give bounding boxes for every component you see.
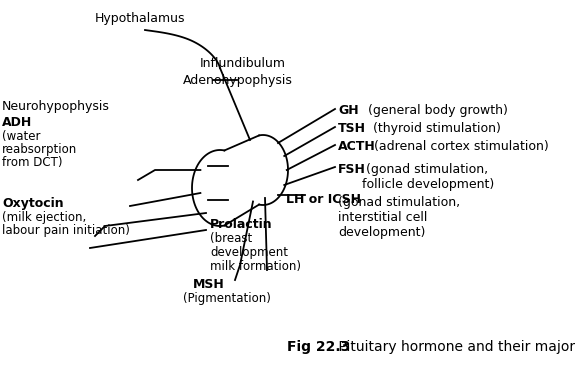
Text: milk formation): milk formation) (210, 260, 301, 273)
Text: (adrenal cortex stimulation): (adrenal cortex stimulation) (370, 140, 549, 153)
Text: (water: (water (2, 130, 40, 143)
Text: development: development (210, 246, 288, 259)
Text: (gonad stimulation,: (gonad stimulation, (362, 163, 488, 176)
Text: labour pain initiation): labour pain initiation) (2, 224, 130, 237)
Text: Oxytocin: Oxytocin (2, 197, 64, 210)
Text: FSH: FSH (338, 163, 366, 176)
Text: follicle development): follicle development) (362, 178, 494, 191)
Text: ADH: ADH (2, 116, 32, 129)
Text: reabsorption: reabsorption (2, 143, 77, 156)
Text: (breast: (breast (210, 232, 252, 245)
Text: development): development) (338, 226, 426, 239)
Text: ACTH: ACTH (338, 140, 375, 153)
Text: Fig 22.3: Fig 22.3 (287, 340, 350, 354)
Text: from DCT): from DCT) (2, 156, 63, 169)
Text: GH: GH (338, 104, 359, 117)
Text: (Pigmentation): (Pigmentation) (183, 292, 271, 305)
Text: TSH: TSH (338, 122, 366, 135)
Text: (general body growth): (general body growth) (360, 104, 508, 117)
Text: (gonad stimulation,: (gonad stimulation, (338, 196, 460, 209)
Text: (thyroid stimulation): (thyroid stimulation) (365, 122, 501, 135)
Text: Adenohypophysis: Adenohypophysis (183, 74, 293, 87)
Text: Hypothalamus: Hypothalamus (95, 12, 186, 25)
Text: Prolactin: Prolactin (210, 218, 273, 231)
Text: Neurohypophysis: Neurohypophysis (2, 100, 110, 113)
Text: interstitial cell: interstitial cell (338, 211, 427, 224)
Text: LH or ICSH: LH or ICSH (286, 193, 361, 206)
Text: Pituitary hormone and their major effects: Pituitary hormone and their major effect… (334, 340, 575, 354)
Text: MSH: MSH (193, 278, 225, 291)
Text: Influndibulum: Influndibulum (200, 57, 286, 70)
Text: (milk ejection,: (milk ejection, (2, 211, 86, 224)
